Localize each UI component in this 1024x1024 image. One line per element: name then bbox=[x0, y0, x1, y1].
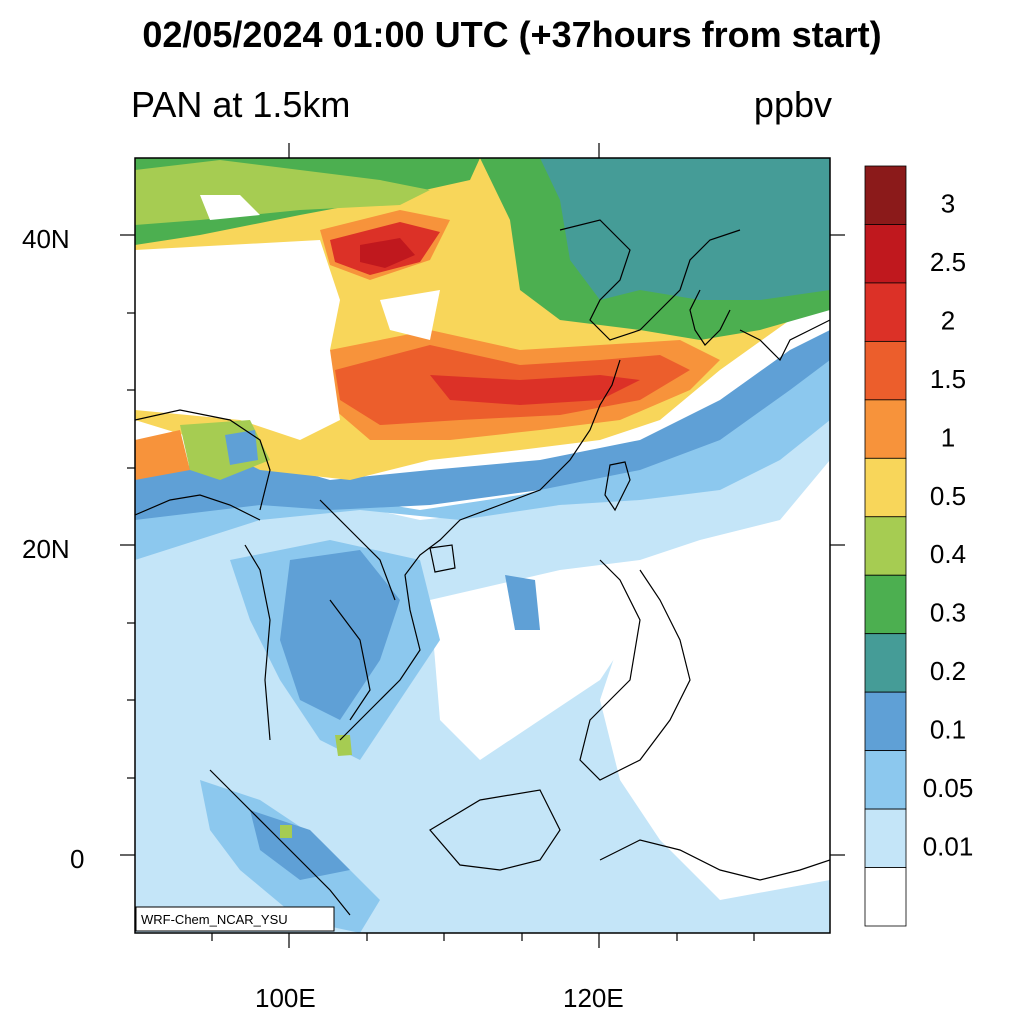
colorbar-label: 0.3 bbox=[930, 598, 966, 628]
colorbar-label: 2 bbox=[941, 305, 955, 335]
colorbar-label: 0.2 bbox=[930, 656, 966, 686]
variable-label: PAN at 1.5km bbox=[131, 84, 351, 125]
colorbar-label: 0.4 bbox=[930, 539, 966, 569]
colorbar-swatch bbox=[864, 224, 907, 284]
colorbar-swatch bbox=[864, 808, 907, 868]
colorbar-label: 2.5 bbox=[930, 247, 966, 277]
colorbar-swatch bbox=[864, 399, 907, 459]
lon-tick-100e: 100E bbox=[255, 983, 316, 1013]
coastlines bbox=[135, 219, 830, 916]
colorbar-swatch bbox=[864, 867, 907, 927]
colorbar-swatch bbox=[864, 340, 907, 401]
units-label: ppbv bbox=[753, 84, 832, 125]
lat-tick-0: 0 bbox=[70, 844, 84, 874]
colorbar-label: 0.1 bbox=[930, 715, 966, 745]
lon-tick-120e: 120E bbox=[563, 983, 624, 1013]
lat-tick-20n: 20N bbox=[22, 534, 70, 564]
model-credit: WRF-Chem_NCAR_YSU bbox=[141, 912, 288, 927]
colorbar-swatch bbox=[864, 165, 907, 225]
colorbar-swatch bbox=[864, 633, 907, 693]
colorbar-swatch bbox=[864, 574, 907, 635]
lat-tick-40n: 40N bbox=[22, 224, 70, 254]
colorbar-label: 3 bbox=[941, 188, 955, 218]
axis-ticks bbox=[120, 143, 845, 948]
colorbar-label: 0.5 bbox=[930, 481, 966, 511]
map-title: 02/05/2024 01:00 UTC (+37hours from star… bbox=[142, 14, 882, 55]
pan-field bbox=[135, 158, 830, 933]
colorbar-label: 0.05 bbox=[923, 773, 974, 803]
colorbar-label: 1 bbox=[941, 422, 955, 452]
colorbar-swatch bbox=[864, 691, 907, 752]
colorbar-swatch bbox=[864, 750, 907, 810]
colorbar-swatch bbox=[864, 457, 907, 518]
colorbar-swatch bbox=[864, 282, 907, 342]
colorbar-swatch bbox=[864, 516, 907, 576]
colorbar-label: 0.01 bbox=[923, 832, 974, 862]
credit-box bbox=[135, 906, 335, 932]
colorbar: 3 2.5 2 1.5 1 0.5 0.4 0.3 0.2 0.1 0.05 0.01 bbox=[864, 165, 974, 927]
colorbar-label: 1.5 bbox=[930, 364, 966, 394]
